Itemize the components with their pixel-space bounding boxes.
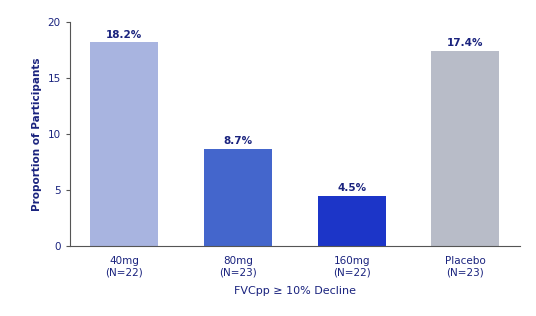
Bar <box>90 42 158 246</box>
X-axis label: FVCpp ≥ 10% Decline: FVCpp ≥ 10% Decline <box>234 286 356 296</box>
Bar <box>204 149 272 246</box>
Bar <box>317 196 386 246</box>
Y-axis label: Proportion of Participants: Proportion of Participants <box>32 58 42 211</box>
Text: 8.7%: 8.7% <box>224 136 252 146</box>
Bar <box>431 51 500 246</box>
Text: 4.5%: 4.5% <box>337 183 366 193</box>
Text: 18.2%: 18.2% <box>106 29 143 40</box>
Text: 17.4%: 17.4% <box>447 39 483 48</box>
